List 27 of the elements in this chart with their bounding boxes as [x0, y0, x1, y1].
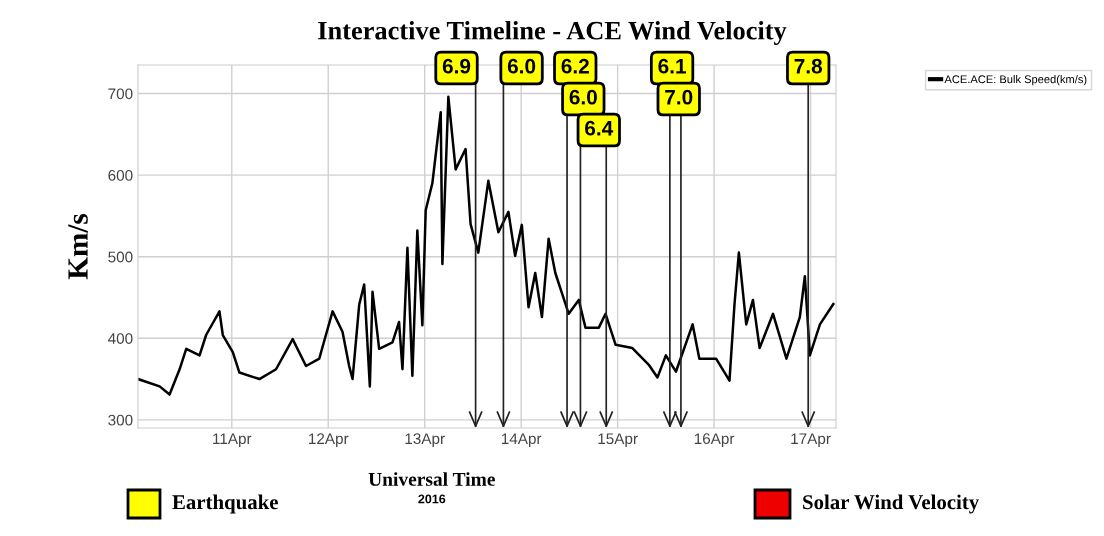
ref-line-label: 7.0	[665, 89, 693, 105]
y-tick-label: 500	[108, 251, 133, 263]
legend-label: ACE.ACE: Bulk Speed(km/s)	[944, 75, 1087, 86]
text: Solar Wind Velocity	[803, 494, 979, 514]
x-tick-label: 11Apr	[213, 433, 252, 448]
x-tick-label: 17Apr	[791, 433, 831, 448]
ref-line-label: 6.9	[442, 58, 471, 74]
x-tick-label: 16Apr	[694, 433, 735, 448]
y-axis-title: Km/s	[68, 214, 88, 280]
x-tick-label: 12Apr	[309, 433, 349, 448]
x-tick-label: 13Apr	[405, 433, 445, 448]
y-tick-label: 400	[108, 333, 133, 344]
x-tick-label: 15Apr	[598, 433, 638, 448]
ref-line-label: 6.4	[585, 120, 614, 136]
x-axis-title: Universal Time	[368, 472, 495, 486]
ref-line-label: 6.1	[658, 58, 686, 74]
ref-line-label: 6.2	[561, 58, 589, 74]
ref-line-label: 7.8	[794, 58, 823, 74]
ref-line-label: 6.0	[507, 58, 536, 74]
ref-line-label: 6.0	[569, 89, 597, 105]
text: 2016	[418, 494, 446, 504]
text: Earthquake	[172, 494, 278, 514]
chart-title: Interactive Timeline - ACE Wind Velocity	[318, 21, 787, 45]
y-tick-label: 600	[108, 169, 133, 181]
y-tick-label: 700	[108, 88, 133, 100]
y-tick-label: 300	[108, 414, 133, 426]
x-tick-label: 14Apr	[501, 433, 542, 448]
